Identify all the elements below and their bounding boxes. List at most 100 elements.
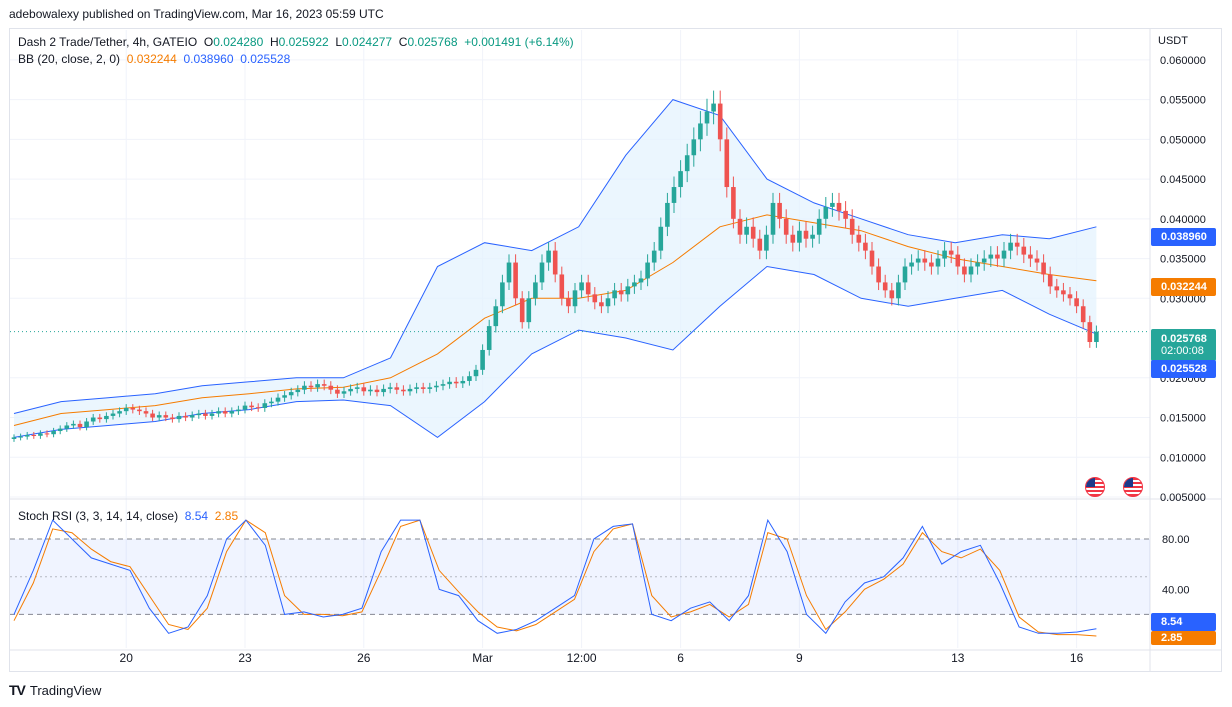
candle-body	[1067, 294, 1073, 299]
us-flag-event-icon[interactable]	[1123, 477, 1143, 497]
candle-body	[38, 433, 43, 436]
time-tick-label: 12:00	[567, 651, 597, 665]
candle-body	[988, 254, 994, 259]
candle-body	[137, 409, 142, 412]
candle-body	[691, 139, 697, 156]
us-flag-event-icon[interactable]	[1085, 477, 1105, 497]
candle-body	[321, 384, 327, 386]
candle-body	[414, 387, 419, 389]
bb-label[interactable]: BB (20, close, 2, 0)	[18, 52, 121, 66]
last-price: 0.025768	[1161, 333, 1207, 345]
candle-body	[143, 411, 149, 414]
candle-body	[546, 250, 551, 263]
candle-body	[1001, 250, 1007, 259]
candle-body	[922, 258, 928, 263]
candle-body	[150, 413, 155, 418]
stoch-label[interactable]: Stoch RSI (3, 3, 14, 14, close)	[18, 509, 179, 523]
candle-body	[242, 405, 248, 410]
candle-body	[1041, 262, 1046, 275]
candle-body	[770, 202, 776, 235]
candle-body	[995, 254, 1000, 259]
candle-body	[882, 282, 888, 291]
candle-body	[513, 262, 518, 299]
candle-body	[255, 407, 261, 409]
candle-body	[823, 206, 829, 219]
price-tick-label: 0.035000	[1160, 254, 1206, 266]
candle-body	[123, 407, 129, 412]
candle-body	[869, 250, 875, 267]
candle-body	[1047, 274, 1053, 287]
candle-body	[183, 415, 188, 418]
stoch-d-line	[13, 519, 1097, 637]
bar-countdown: 02:00:08	[1161, 345, 1204, 357]
candle-body	[665, 202, 670, 227]
candle-body	[711, 103, 716, 112]
candle-body	[559, 274, 565, 299]
candle-body	[764, 234, 769, 251]
candle-body	[315, 384, 320, 388]
candle-body	[401, 389, 406, 392]
candle-body	[269, 401, 274, 404]
candle-body	[671, 187, 677, 203]
candle-body	[302, 385, 307, 390]
candle-body	[1054, 286, 1060, 291]
candle-body	[816, 218, 822, 235]
candle-body	[539, 262, 545, 283]
stoch-legend[interactable]: Stoch RSI (3, 3, 14, 14, close) 8.54 2.8…	[18, 509, 238, 523]
bb-lower-line	[13, 265, 1097, 439]
time-tick-label: 23	[238, 651, 252, 665]
close-value: 0.025768	[407, 35, 458, 49]
candle-body	[1074, 298, 1079, 307]
candle-body	[110, 413, 116, 416]
candle-body	[935, 258, 941, 267]
candle-body	[104, 415, 109, 420]
candle-body	[1034, 258, 1040, 263]
time-tick-label: 9	[796, 651, 803, 665]
candle-body	[902, 266, 908, 283]
candle-body	[486, 326, 492, 350]
tradingview-logo[interactable]: TV TradingView	[9, 682, 101, 698]
candle-body	[348, 388, 353, 392]
candle-body	[519, 298, 525, 323]
time-tick-label: 16	[1070, 651, 1084, 665]
candle-body	[1014, 242, 1020, 247]
stoch-k-tag: 8.54	[1151, 613, 1216, 631]
candle-body	[170, 417, 175, 420]
candle-body	[909, 262, 914, 267]
candle-body	[440, 384, 446, 386]
candle-body	[447, 381, 452, 385]
candle-body	[1008, 242, 1013, 251]
bb-upper-value: 0.038960	[183, 52, 234, 66]
candle-body	[526, 298, 532, 323]
candle-body	[1080, 306, 1086, 323]
candle-body	[645, 262, 650, 279]
candle-body	[394, 387, 400, 390]
candle-body	[678, 171, 683, 188]
time-tick-label: Mar	[472, 651, 493, 665]
candle-body	[612, 290, 617, 299]
symbol-legend[interactable]: Dash 2 Trade/Tether, 4h, GATEIO O0.02428…	[18, 35, 574, 49]
price-tick-label: 0.050000	[1160, 134, 1206, 146]
stoch-d-tag: 2.85	[1151, 631, 1216, 645]
candle-body	[71, 423, 76, 426]
candle-body	[57, 428, 63, 432]
bb-lower-value: 0.025528	[240, 52, 291, 66]
candle-body	[473, 369, 479, 377]
candle-body	[777, 202, 782, 219]
candle-body	[632, 282, 637, 287]
stoch-tick-label: 40.00	[1162, 584, 1190, 596]
bb-legend[interactable]: BB (20, close, 2, 0) 0.032244 0.038960 0…	[18, 52, 290, 66]
symbol-name[interactable]: Dash 2 Trade/Tether, 4h, GATEIO	[18, 35, 198, 49]
currency-label[interactable]: USDT	[1158, 35, 1188, 47]
candle-body	[1094, 331, 1099, 343]
candle-body	[843, 210, 848, 219]
candle-body	[236, 409, 241, 412]
candle-body	[374, 389, 380, 393]
brand-text: TradingView	[29, 682, 102, 698]
candle-body	[638, 278, 644, 283]
candle-body	[163, 415, 169, 418]
bb-basis-value: 0.032244	[126, 52, 177, 66]
candle-body	[592, 294, 598, 303]
candle-body	[275, 397, 281, 402]
